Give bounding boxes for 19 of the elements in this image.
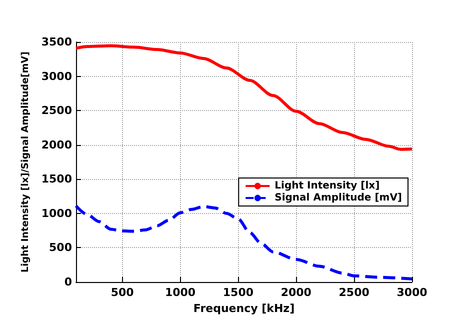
- y-tick-label: 1000: [41, 206, 72, 220]
- x-axis-title: Frequency [kHz]: [193, 302, 295, 315]
- legend-label: Signal Amplitude [mV]: [274, 192, 402, 204]
- x-tick-label: 1500: [222, 286, 254, 299]
- y-tick-label: 0: [64, 276, 72, 288]
- y-tick-label: 1500: [41, 172, 72, 186]
- x-tick-label: 3000: [396, 286, 428, 299]
- y-tick-label: 2000: [41, 138, 72, 152]
- y-axis-title: Light Intensity [lx]/Signal Amplitude[mV]: [20, 52, 31, 272]
- x-tick-label: 1000: [164, 286, 196, 299]
- legend-label: Light Intensity [lx]: [274, 180, 380, 192]
- y-tick-label: 3500: [41, 36, 72, 48]
- y-tick-label: 3000: [41, 70, 72, 83]
- x-tick-label: 2000: [280, 286, 312, 299]
- line-series: [74, 204, 414, 280]
- y-tick-label: 2500: [41, 104, 72, 118]
- y-tick-label: 500: [49, 241, 72, 254]
- x-tick-label: 2500: [338, 286, 370, 299]
- x-tick-label: 500: [110, 286, 134, 299]
